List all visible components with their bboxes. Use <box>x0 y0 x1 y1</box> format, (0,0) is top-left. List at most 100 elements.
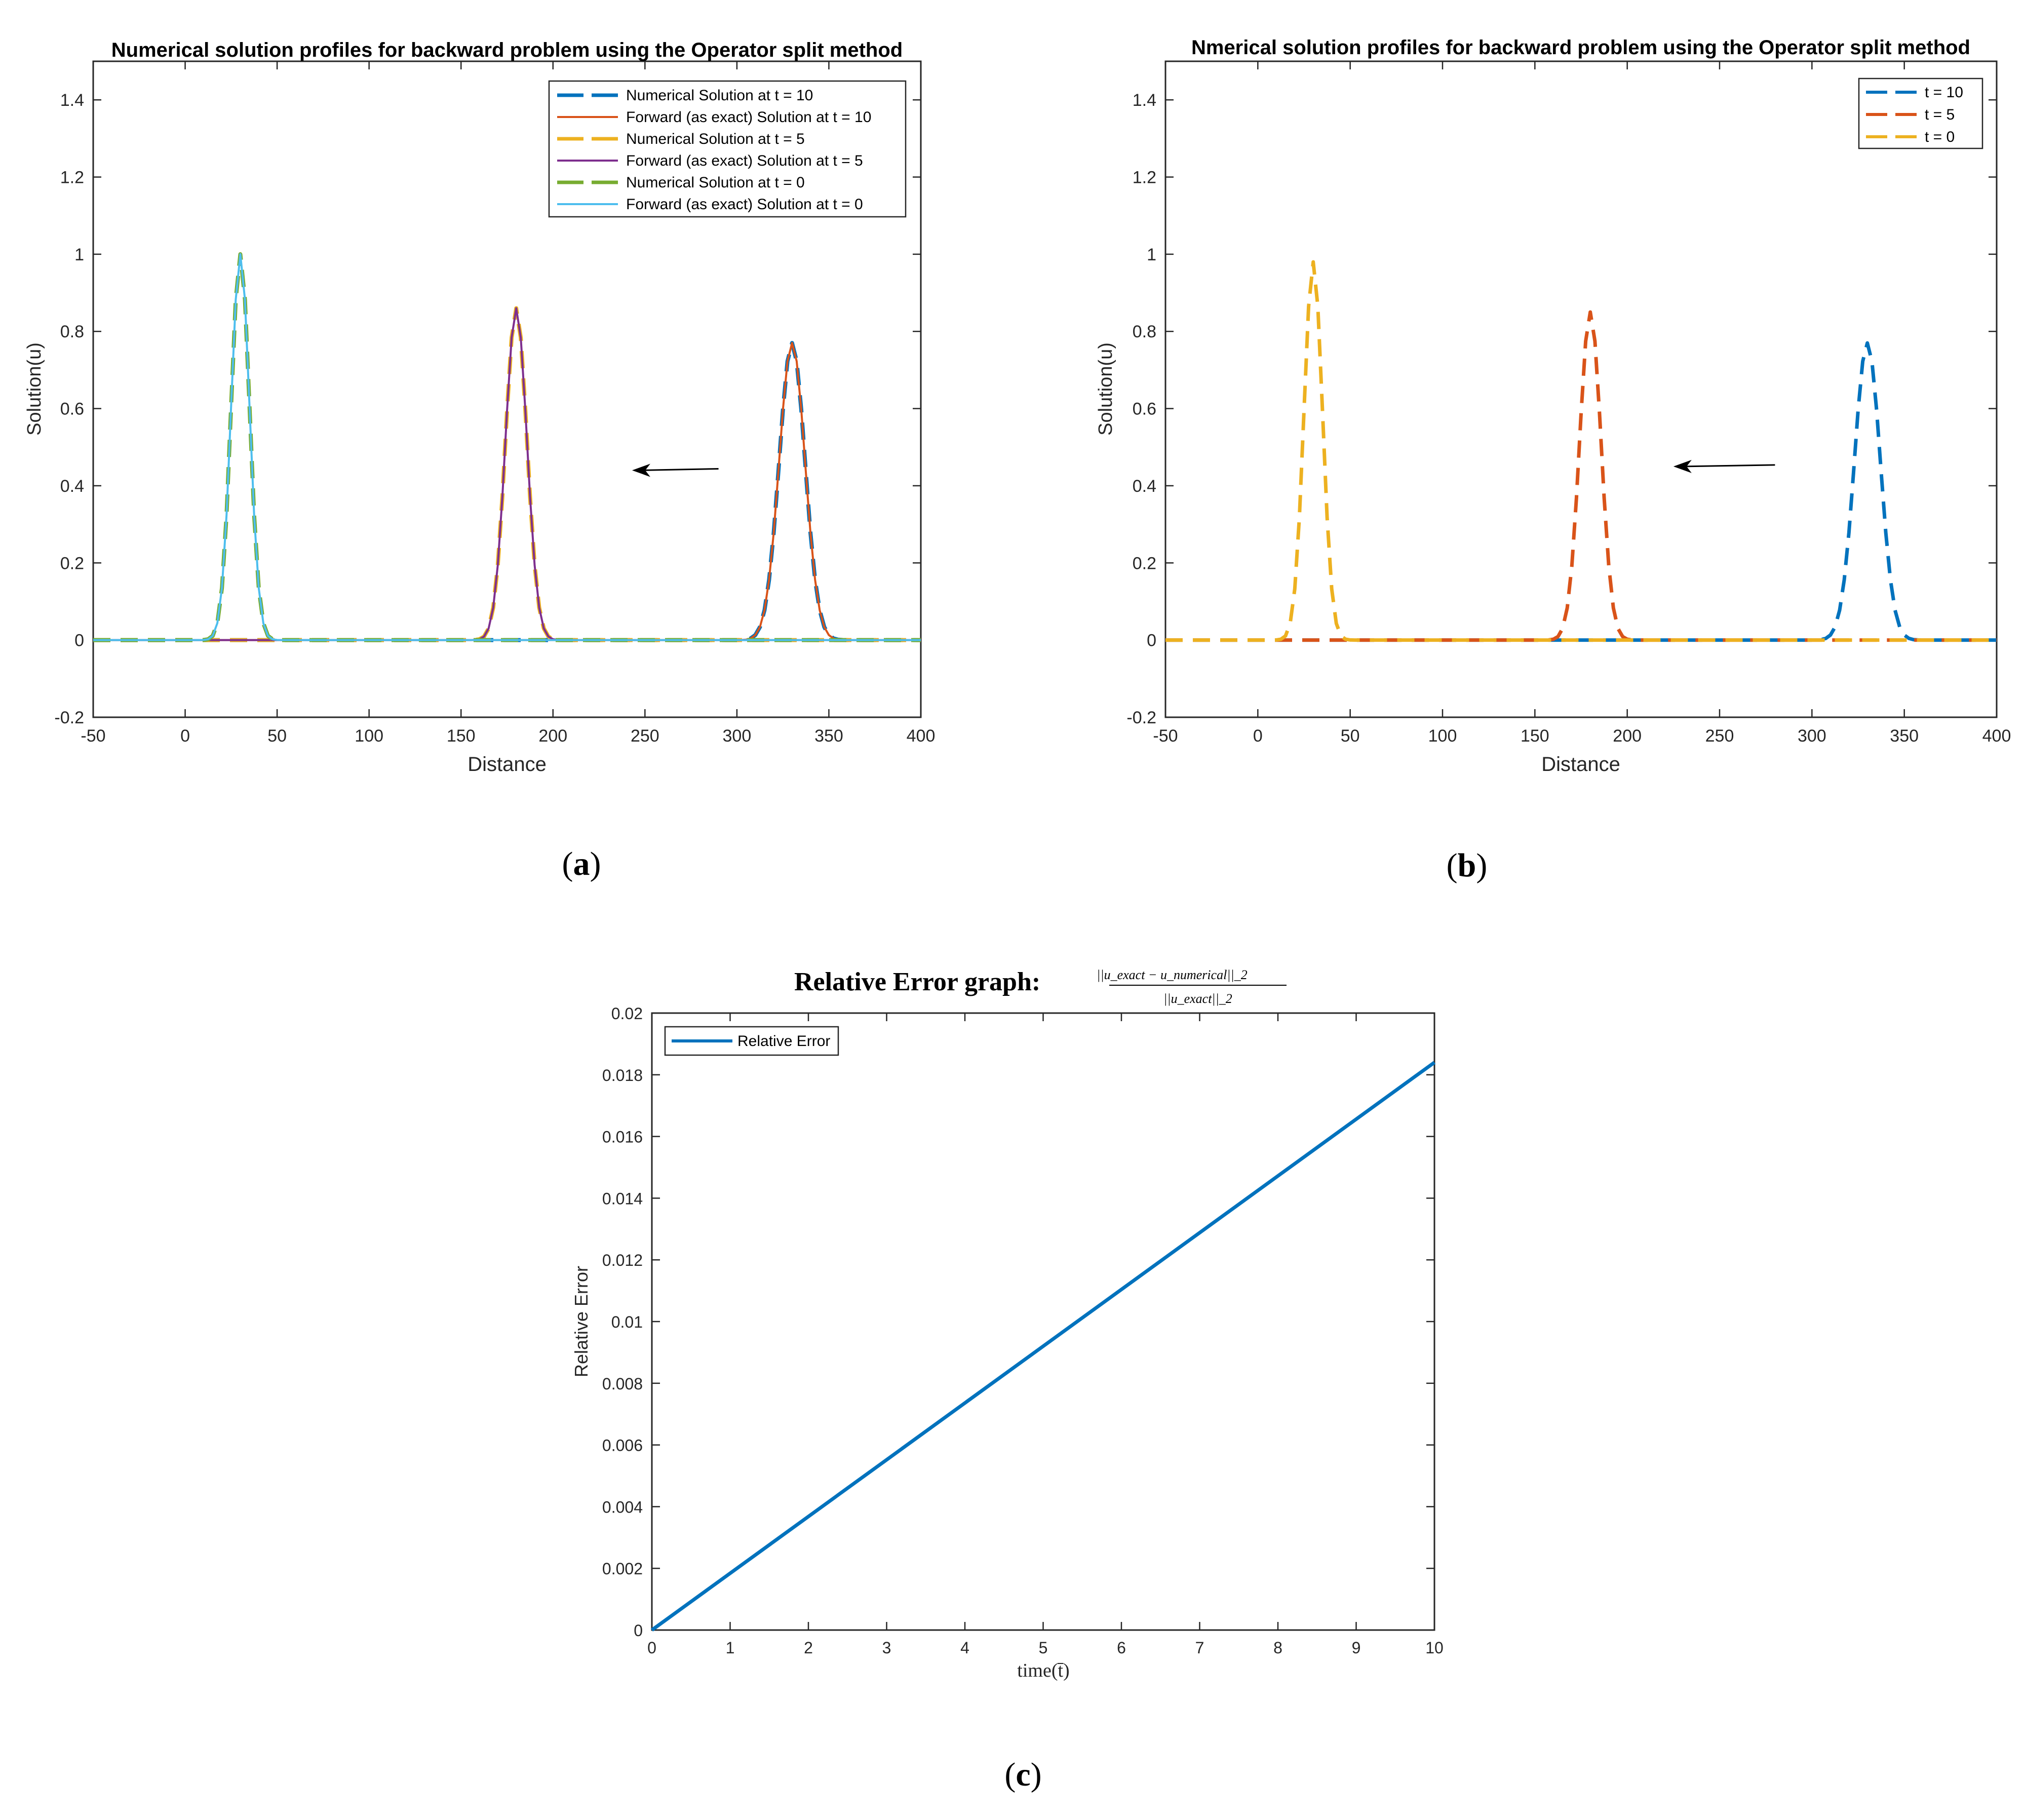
panel-label-b-close: ) <box>1476 847 1487 884</box>
chart-c-xlabel: time(t̄) <box>1017 1660 1069 1681</box>
chart-b-arrow-head <box>1673 459 1692 473</box>
chart-b-legend-items: t = 10 t = 5 t = 0 <box>1866 84 1963 145</box>
chart-a-xtick-label: 200 <box>538 726 567 746</box>
panel-label-c: (c) <box>1004 1756 1041 1793</box>
panel-label-a-open: ( <box>562 845 573 882</box>
chart-b-xticks: -50 0 50 100 150 200 250 300 350 400 <box>1153 61 2011 746</box>
chart-c-xtick-label: 0 <box>647 1639 656 1657</box>
chart-c-legend-items: Relative Error <box>672 1033 830 1050</box>
chart-c-ytick-label: 0.012 <box>602 1251 643 1269</box>
chart-a-arrow-annotation <box>632 463 719 477</box>
chart-a-xtick-label: -50 <box>81 726 105 746</box>
panel-label-c-open: ( <box>1004 1756 1016 1793</box>
chart-a-legend-label: Numerical Solution at t = 10 <box>626 87 813 104</box>
chart-c-xtick-label: 9 <box>1352 1639 1361 1657</box>
chart-c-title-numerator: ||u_exact − u_numerical||_2 <box>1097 967 1247 982</box>
chart-b-yticks: -0.2 0 0.2 0.4 0.6 0.8 1 1.2 1.4 <box>1126 91 1997 727</box>
chart-a-ytick-label: 0.2 <box>60 554 84 573</box>
chart-c-title-text: Relative Error graph: <box>794 967 1040 996</box>
chart-a-ytick-label: 0.8 <box>60 322 84 341</box>
chart-b-xtick-label: 400 <box>1982 726 2011 746</box>
chart-b-xtick-label: 350 <box>1890 726 1919 746</box>
chart-b-legend-label: t = 5 <box>1925 106 1955 123</box>
panel-label-b-letter: b <box>1458 847 1476 884</box>
chart-b-ytick-label: 1.2 <box>1133 168 1156 187</box>
chart-a-legend-box <box>548 80 907 218</box>
chart-a-ytick-label: 1 <box>74 245 84 264</box>
chart-c-xtick-label: 6 <box>1117 1639 1126 1657</box>
chart-c-ytick-label: 0.004 <box>602 1498 643 1516</box>
chart-b-xtick-label: -50 <box>1153 726 1178 746</box>
chart-a-xticks: -50 0 50 100 150 200 250 300 350 400 <box>81 61 935 746</box>
panel-label-c-close: ) <box>1031 1756 1042 1793</box>
chart-a-legend-label: Forward (as exact) Solution at t = 0 <box>626 196 863 213</box>
chart-a-xtick-label: 50 <box>267 726 287 746</box>
chart-a-ytick-label: 1.2 <box>60 168 84 187</box>
chart-b-arrow-shaft <box>1683 464 1775 468</box>
chart-c-legend-label: Relative Error <box>737 1033 830 1050</box>
chart-c-xtick-label: 7 <box>1195 1639 1204 1657</box>
chart-a-xtick-label: 250 <box>631 726 659 746</box>
chart-a-arrow-head <box>632 463 650 477</box>
chart-b-legend-label: t = 0 <box>1925 129 1955 145</box>
chart-b-ytick-label: 0 <box>1147 631 1156 650</box>
panel-label-a: (a) <box>562 845 601 882</box>
chart-b-xlabel: Distance <box>1541 753 1620 776</box>
chart-c-title: Relative Error graph: ||u_exact − u_nume… <box>794 967 1287 1006</box>
panel-label-a-letter: a <box>573 845 590 882</box>
chart-a-xtick-label: 300 <box>723 726 752 746</box>
chart-a-series <box>93 252 921 642</box>
chart-c-xtick-label: 5 <box>1039 1639 1048 1657</box>
chart-b-xtick-label: 250 <box>1705 726 1734 746</box>
chart-a-ytick-label: -0.2 <box>54 708 84 727</box>
chart-b-arrow-annotation <box>1673 459 1775 473</box>
chart-c-xtick-label: 8 <box>1273 1639 1282 1657</box>
chart-a-xtick-label: 400 <box>907 726 936 746</box>
chart-a-xtick-label: 150 <box>447 726 476 746</box>
chart-c-xtick-label: 10 <box>1425 1639 1444 1657</box>
chart-b-xtick-label: 0 <box>1253 726 1263 746</box>
panel-label-a-close: ) <box>590 845 601 882</box>
chart-b-ylabel: Solution(u) <box>1095 342 1116 436</box>
chart-a-xtick-label: 350 <box>814 726 843 746</box>
chart-c-ytick-label: 0.016 <box>602 1128 643 1146</box>
chart-b-ytick-label: 0.8 <box>1133 322 1156 341</box>
chart-c-ytick-label: 0.014 <box>602 1189 643 1208</box>
chart-a-title: Numerical solution profiles for backward… <box>111 39 903 61</box>
chart-b-legend: t = 10 t = 5 t = 0 <box>1858 78 1983 149</box>
panel-label-b: (b) <box>1447 847 1488 884</box>
chart-c-series <box>650 1061 1436 1632</box>
chart-c-xtick-label: 4 <box>960 1639 969 1657</box>
chart-c-ytick-label: 0.006 <box>602 1437 643 1455</box>
chart-b-ytick-label: -0.2 <box>1126 708 1156 727</box>
chart-b-xtick-label: 100 <box>1428 726 1457 746</box>
chart-b-ytick-label: 0.2 <box>1133 554 1156 573</box>
chart-a-ytick-label: 1.4 <box>60 91 84 110</box>
chart-c-ytick-label: 0.02 <box>611 1004 643 1023</box>
chart-a-yticks: -0.2 0 0.2 0.4 0.6 0.8 1 1.2 1.4 <box>54 91 921 727</box>
chart-a-ytick-label: 0 <box>74 631 84 650</box>
chart-a-legend-items: Numerical Solution at t = 10 Forward (as … <box>557 87 871 213</box>
chart-a-arrow-shaft <box>642 468 719 471</box>
chart-b-title: Nmerical solution profiles for backward … <box>1191 36 1970 59</box>
chart-a-legend-label: Forward (as exact) Solution at t = 10 <box>626 109 871 126</box>
chart-c: Relative Error graph: ||u_exact − u_nume… <box>571 967 1444 1681</box>
chart-b-xtick-label: 150 <box>1521 726 1549 746</box>
chart-b-xtick-label: 50 <box>1341 726 1360 746</box>
chart-b-xtick-label: 200 <box>1613 726 1642 746</box>
chart-a-xtick-label: 100 <box>355 726 383 746</box>
chart-c-ytick-label: 0 <box>634 1621 643 1640</box>
chart-c-xtick-label: 1 <box>726 1639 735 1657</box>
chart-a-legend-label: Numerical Solution at t = 0 <box>626 174 805 191</box>
chart-a-legend-label: Forward (as exact) Solution at t = 5 <box>626 152 863 169</box>
chart-c-plot-area <box>651 1012 1435 1631</box>
chart-b-ytick-label: 1.4 <box>1133 91 1156 110</box>
chart-a-ytick-label: 0.4 <box>60 477 84 496</box>
chart-c-series-line <box>650 1061 1436 1632</box>
chart-c-ytick-label: 0.002 <box>602 1560 643 1578</box>
chart-b: Nmerical solution profiles for backward … <box>1095 36 2011 776</box>
chart-c-legend: Relative Error <box>664 1026 839 1056</box>
chart-b-legend-label: t = 10 <box>1925 84 1963 101</box>
chart-b-ytick-label: 1 <box>1147 245 1156 264</box>
